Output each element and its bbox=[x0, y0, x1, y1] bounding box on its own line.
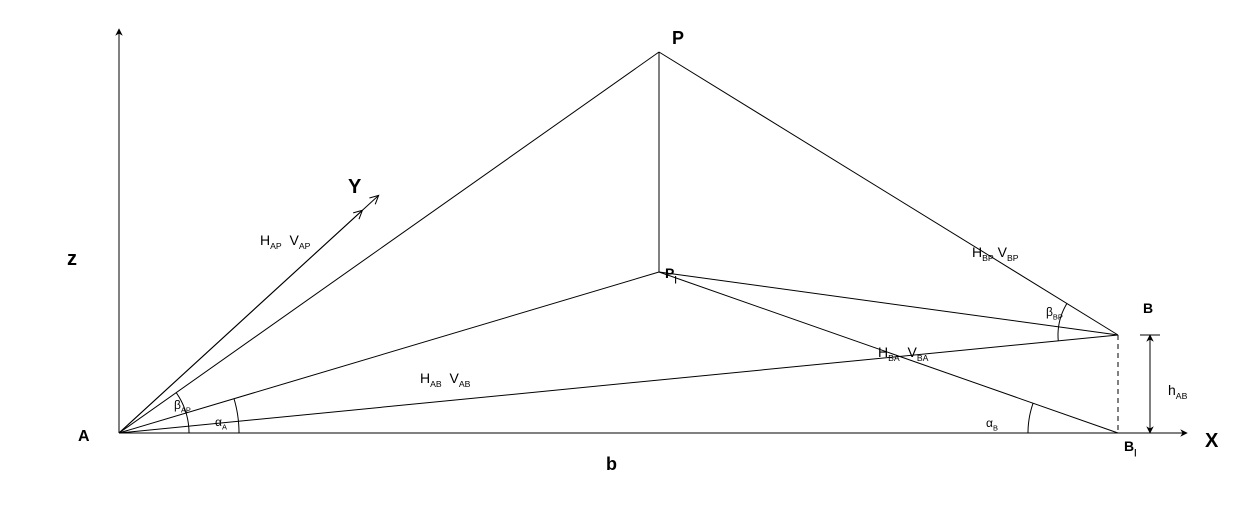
label-HBP_VBP: HBP VBP bbox=[972, 244, 1019, 263]
label-b: b bbox=[606, 454, 617, 475]
label-h_AB: hAB bbox=[1168, 382, 1187, 401]
segment-Pprime-B bbox=[659, 272, 1118, 335]
label-HAP_VAP: HAP VAP bbox=[260, 232, 310, 251]
label-HBA_VBA: HBA VBA bbox=[878, 344, 928, 363]
label-Pprime: P| bbox=[665, 265, 677, 284]
label-beta_BP: βBP bbox=[1046, 305, 1063, 321]
geometry-diagram bbox=[0, 0, 1240, 521]
label-Y: Y bbox=[348, 176, 361, 199]
axis-y-shaft bbox=[119, 211, 362, 433]
label-Bprime: B| bbox=[1124, 438, 1137, 457]
label-HAB_VAB: HAB VAB bbox=[420, 370, 470, 389]
segment-P-B bbox=[659, 52, 1118, 335]
label-X: X bbox=[1205, 430, 1218, 453]
label-beta_AP: βAP bbox=[174, 398, 191, 414]
arc-alpha_A bbox=[234, 399, 239, 433]
segment-A-P bbox=[119, 52, 659, 433]
label-alpha_A: αA bbox=[215, 415, 227, 431]
label-Z: z bbox=[67, 248, 77, 271]
label-alpha_B: αB bbox=[986, 416, 998, 432]
arc-alpha_B bbox=[1028, 403, 1033, 433]
label-P: P bbox=[672, 28, 684, 49]
segment-A-B bbox=[119, 335, 1118, 433]
label-A: A bbox=[78, 428, 90, 446]
label-B: B bbox=[1143, 300, 1153, 316]
segment-A-Pprime bbox=[119, 272, 659, 433]
